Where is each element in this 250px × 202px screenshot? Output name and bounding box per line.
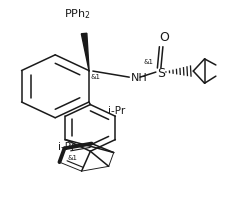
Text: i-Pr: i-Pr (108, 105, 125, 115)
Text: i-Pr: i-Pr (58, 141, 75, 152)
Text: NH: NH (130, 73, 147, 83)
Text: &1: &1 (90, 74, 100, 80)
Polygon shape (81, 34, 89, 72)
Text: &1: &1 (143, 59, 153, 65)
Text: S: S (156, 66, 164, 79)
Text: PPh$_2$: PPh$_2$ (64, 7, 91, 21)
Text: O: O (159, 31, 168, 43)
Text: &1: &1 (68, 155, 78, 161)
